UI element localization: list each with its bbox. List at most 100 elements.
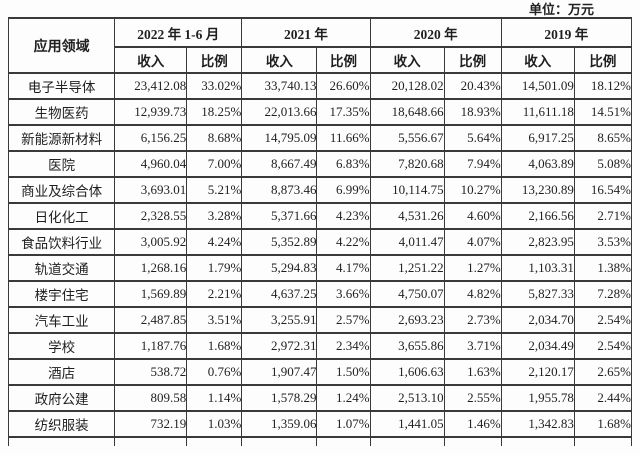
- revenue-cell: 20,128.02: [369, 72, 445, 100]
- revenue-cell: 1,441.05: [369, 410, 445, 438]
- revenue-cell: 3,693.01: [114, 176, 188, 204]
- revenue-cell: 1,103.31: [500, 254, 575, 282]
- proportion-cell: 18.25%: [186, 98, 243, 126]
- proportion-cell: 2.54%: [573, 306, 633, 334]
- revenue-cell: 4,011.47: [369, 228, 445, 256]
- proportion-cell: 8.68%: [186, 124, 243, 152]
- application-area-cell: 轨道交通: [7, 254, 116, 282]
- proportion-cell: 1.38%: [573, 254, 633, 282]
- proportion-cell: 1.03%: [186, 410, 243, 438]
- revenue-cell: 1,251.22: [369, 254, 445, 282]
- revenue-cell: 2,487.85: [114, 306, 188, 334]
- table-row: 楼宇住宅 1,569.89 2.21% 4,637.25 3.66% 4,750.07 4.…: [7, 280, 633, 308]
- application-area-cell: 新能源新材料: [7, 124, 116, 152]
- revenue-cell: 1,359.06: [241, 410, 318, 438]
- revenue-cell: 2,120.17: [500, 358, 575, 386]
- clipped-cell: [573, 436, 633, 446]
- proportion-cell: 1.79%: [186, 254, 243, 282]
- proportion-column-header: 比例: [186, 46, 243, 74]
- proportion-cell: 3.28%: [186, 202, 243, 230]
- proportion-cell: 1.27%: [443, 254, 502, 282]
- proportion-cell: 18.93%: [443, 98, 502, 126]
- proportion-cell: 2.71%: [573, 202, 633, 230]
- proportion-column-header: 比例: [316, 46, 371, 74]
- year-group-header: 2021 年: [241, 17, 371, 48]
- revenue-column-header: 收入: [369, 46, 445, 74]
- proportion-cell: 1.63%: [443, 358, 502, 386]
- clipped-cell: [7, 436, 116, 446]
- proportion-cell: 2.44%: [573, 384, 633, 412]
- table-row: 日化化工 2,328.55 3.28% 5,371.66 4.23% 4,531.26 4.…: [7, 202, 633, 230]
- revenue-cell: 5,352.89: [241, 228, 318, 256]
- proportion-cell: 4.22%: [316, 228, 371, 256]
- revenue-cell: 2,166.56: [500, 202, 575, 230]
- proportion-cell: 17.35%: [316, 98, 371, 126]
- revenue-cell: 1,268.16: [114, 254, 188, 282]
- revenue-cell: 3,255.91: [241, 306, 318, 334]
- revenue-cell: 732.19: [114, 410, 188, 438]
- revenue-cell: 23,412.08: [114, 72, 188, 100]
- revenue-cell: 1,569.89: [114, 280, 188, 308]
- revenue-cell: 4,063.89: [500, 150, 575, 178]
- revenue-column-header: 收入: [114, 46, 188, 74]
- application-area-cell: 纺织服装: [7, 410, 116, 438]
- revenue-cell: 1,606.63: [369, 358, 445, 386]
- proportion-cell: 2.54%: [573, 332, 633, 360]
- proportion-cell: 2.57%: [316, 306, 371, 334]
- revenue-cell: 13,230.89: [500, 176, 575, 204]
- proportion-cell: 7.00%: [186, 150, 243, 178]
- revenue-cell: 2,693.23: [369, 306, 445, 334]
- table-row: 商业及综合体 3,693.01 5.21% 8,873.46 6.99% 10,114.7…: [7, 176, 633, 204]
- revenue-cell: 1,578.29: [241, 384, 318, 412]
- year-group-header: 2019 年: [500, 17, 633, 48]
- application-area-cell: 政府公建: [7, 384, 116, 412]
- application-area-cell: 汽车工业: [7, 306, 116, 334]
- table-row: 酒店 538.72 0.76% 1,907.47 1.50% 1,606.63 1.63% 2…: [7, 358, 633, 386]
- clipped-cell: [186, 436, 243, 446]
- table-body: 电子半导体 23,412.08 33.02% 33,740.13 26.60% 20,12…: [7, 72, 633, 446]
- proportion-cell: 1.46%: [443, 410, 502, 438]
- revenue-cell: 6,156.25: [114, 124, 188, 152]
- clipped-cell: [241, 436, 318, 446]
- proportion-cell: 0.76%: [186, 358, 243, 386]
- application-area-cell: 生物医药: [7, 98, 116, 126]
- revenue-column-header: 收入: [500, 46, 575, 74]
- revenue-cell: 2,034.49: [500, 332, 575, 360]
- proportion-cell: 2.21%: [186, 280, 243, 308]
- proportion-cell: 11.66%: [316, 124, 371, 152]
- clipped-cell: [443, 436, 502, 446]
- application-area-cell: 食品饮料行业: [7, 228, 116, 256]
- table-header: 应用领域 2022 年 1-6 月 2021 年 2020 年 2019 年收入 比例 收入…: [7, 17, 633, 74]
- revenue-cell: 12,939.73: [114, 98, 188, 126]
- clipped-partial-row: [7, 436, 633, 446]
- proportion-cell: 5.64%: [443, 124, 502, 152]
- revenue-cell: 1,907.47: [241, 358, 318, 386]
- proportion-cell: 10.27%: [443, 176, 502, 204]
- revenue-cell: 1,342.83: [500, 410, 575, 438]
- proportion-cell: 1.14%: [186, 384, 243, 412]
- revenue-cell: 4,531.26: [369, 202, 445, 230]
- revenue-cell: 2,823.95: [500, 228, 575, 256]
- proportion-cell: 26.60%: [316, 72, 371, 100]
- proportion-cell: 4.17%: [316, 254, 371, 282]
- proportion-cell: 4.07%: [443, 228, 502, 256]
- proportion-cell: 1.68%: [573, 410, 633, 438]
- proportion-cell: 1.68%: [186, 332, 243, 360]
- revenue-cell: 10,114.75: [369, 176, 445, 204]
- proportion-cell: 1.24%: [316, 384, 371, 412]
- table-row: 电子半导体 23,412.08 33.02% 33,740.13 26.60% 20,12…: [7, 72, 633, 100]
- proportion-cell: 2.73%: [443, 306, 502, 334]
- revenue-cell: 5,294.83: [241, 254, 318, 282]
- corner-header-application-area: 应用领域: [7, 17, 116, 74]
- revenue-cell: 1,955.78: [500, 384, 575, 412]
- revenue-cell: 2,034.70: [500, 306, 575, 334]
- revenue-cell: 8,873.46: [241, 176, 318, 204]
- table-row: 学校 1,187.76 1.68% 2,972.31 2.34% 3,655.86 3.71…: [7, 332, 633, 360]
- revenue-cell: 2,513.10: [369, 384, 445, 412]
- revenue-cell: 18,648.66: [369, 98, 445, 126]
- application-area-cell: 商业及综合体: [7, 176, 116, 204]
- revenue-cell: 4,750.07: [369, 280, 445, 308]
- proportion-column-header: 比例: [573, 46, 633, 74]
- proportion-cell: 6.83%: [316, 150, 371, 178]
